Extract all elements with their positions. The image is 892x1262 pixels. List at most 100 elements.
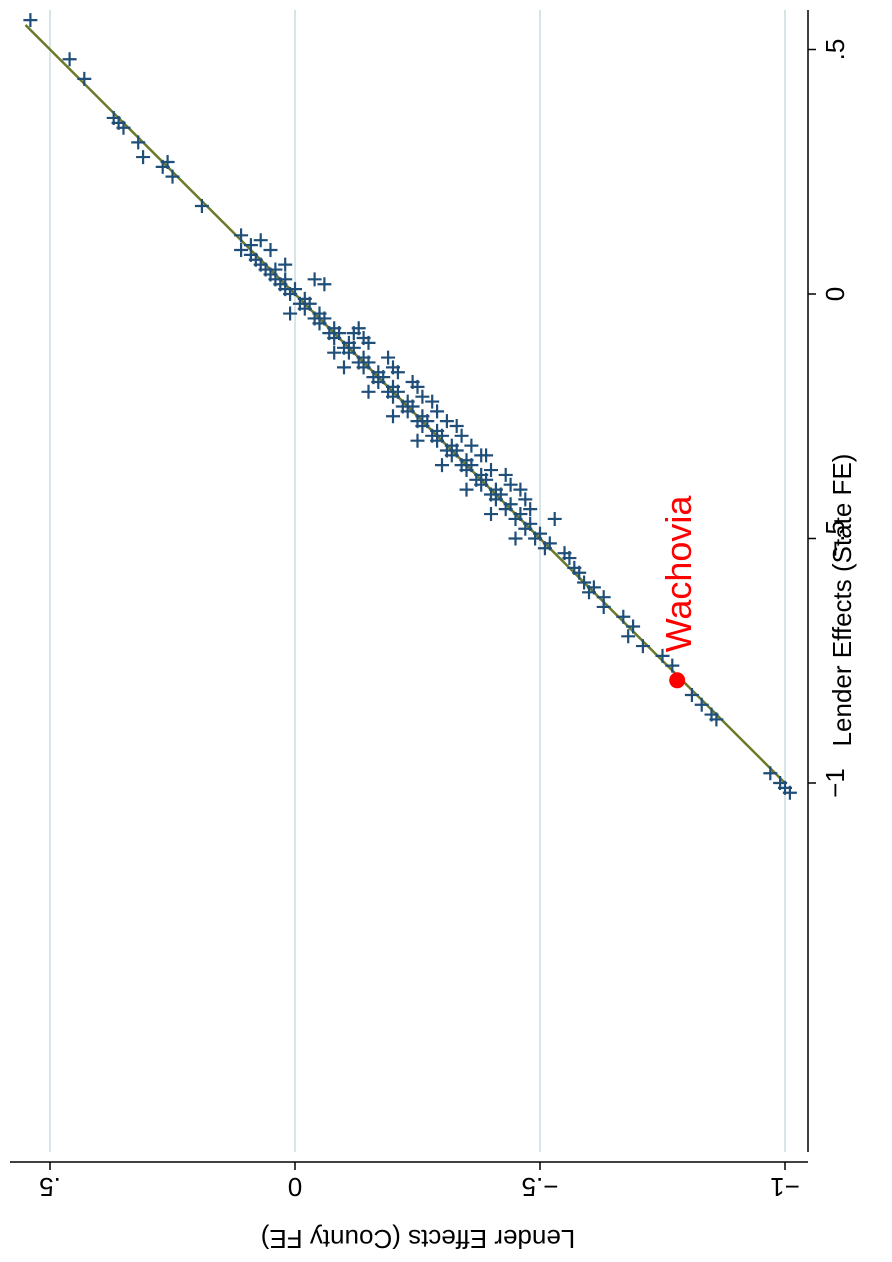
data-point (444, 448, 459, 463)
data-point (498, 467, 513, 482)
data-point (116, 120, 131, 135)
data-point (165, 169, 180, 184)
data-point (459, 463, 474, 478)
data-point (317, 277, 332, 292)
data-point (425, 394, 440, 409)
data-point (337, 360, 351, 375)
data-point (160, 154, 175, 169)
data-point (626, 619, 641, 634)
data-point (439, 414, 454, 429)
data-point (351, 321, 366, 336)
data-point (694, 697, 709, 712)
data-point (547, 511, 562, 526)
wachovia-annotation: Wachovia (658, 495, 699, 653)
data-point (263, 242, 278, 257)
data-point (528, 531, 543, 546)
x-axis-title: Lender Effects (State FE) (827, 454, 857, 747)
data-point (278, 257, 293, 272)
data-point (709, 712, 724, 727)
data-point (234, 242, 249, 257)
data-point (435, 458, 449, 473)
data-point (234, 228, 249, 243)
data-point (655, 648, 670, 663)
data-point (410, 433, 425, 448)
data-point (684, 687, 699, 702)
data-point (572, 565, 587, 580)
y-axis-title: Lender Effects (County FE) (261, 1224, 576, 1254)
data-point (503, 477, 518, 492)
tick-labels: −1 −.5 0 .5 −1 −.5 0 .5 (39, 39, 850, 1202)
data-point (131, 135, 146, 150)
data-point (523, 502, 538, 517)
data-point (415, 389, 430, 404)
data-point (518, 521, 533, 536)
data-point (518, 492, 533, 507)
y-tick-label: −1 (770, 1172, 800, 1202)
data-point (297, 301, 312, 316)
data-point (582, 585, 596, 600)
data-point (356, 331, 371, 346)
y-tick-label: −.5 (522, 1172, 559, 1202)
data-point (635, 639, 650, 654)
x-tick-label: −1 (820, 768, 850, 798)
y-tick-label: .5 (39, 1172, 61, 1202)
data-point (508, 531, 523, 546)
scatter-points (23, 13, 797, 800)
data-point (381, 350, 396, 365)
data-point (498, 502, 513, 517)
data-point (327, 345, 342, 360)
data-point (474, 477, 489, 492)
x-tick-label: .5 (820, 39, 850, 61)
fit-line (24, 24, 786, 784)
data-point (386, 360, 400, 375)
data-point (253, 233, 268, 248)
data-point (23, 13, 38, 28)
fit-line-layer (24, 24, 786, 784)
data-point (479, 448, 494, 463)
data-point (62, 52, 77, 67)
data-point (430, 404, 445, 419)
data-point (361, 384, 376, 399)
data-point (327, 331, 342, 346)
data-point (386, 389, 400, 404)
data-point (616, 609, 631, 624)
data-point (488, 492, 503, 507)
data-point (621, 629, 636, 644)
axes (10, 10, 816, 1170)
data-point (400, 404, 415, 419)
data-point (782, 785, 797, 800)
data-point (562, 551, 577, 566)
data-point (410, 379, 425, 394)
data-point (356, 360, 371, 375)
data-point (459, 482, 474, 497)
data-point (415, 419, 430, 434)
data-point (449, 419, 464, 434)
data-point (508, 511, 523, 526)
wachovia-point (669, 672, 686, 689)
data-point (283, 287, 298, 301)
data-point (307, 272, 322, 287)
data-point (430, 433, 445, 448)
data-point (341, 345, 356, 360)
data-point (312, 316, 327, 331)
highlight-layer (669, 672, 686, 689)
data-point (464, 438, 479, 453)
data-point (513, 482, 528, 497)
data-point (665, 658, 680, 673)
x-tick-label: −.5 (820, 520, 850, 557)
data-point (283, 306, 298, 321)
data-point (454, 428, 469, 443)
data-point (194, 198, 209, 213)
data-point (484, 463, 498, 478)
y-tick-label: 0 (288, 1172, 302, 1202)
data-point (577, 575, 592, 590)
data-point (371, 375, 386, 390)
gridlines (49, 10, 786, 1152)
data-point (537, 541, 552, 556)
data-point (386, 409, 400, 424)
data-point (596, 599, 611, 614)
data-point (763, 766, 778, 781)
data-point (484, 507, 498, 522)
data-point (136, 150, 151, 165)
